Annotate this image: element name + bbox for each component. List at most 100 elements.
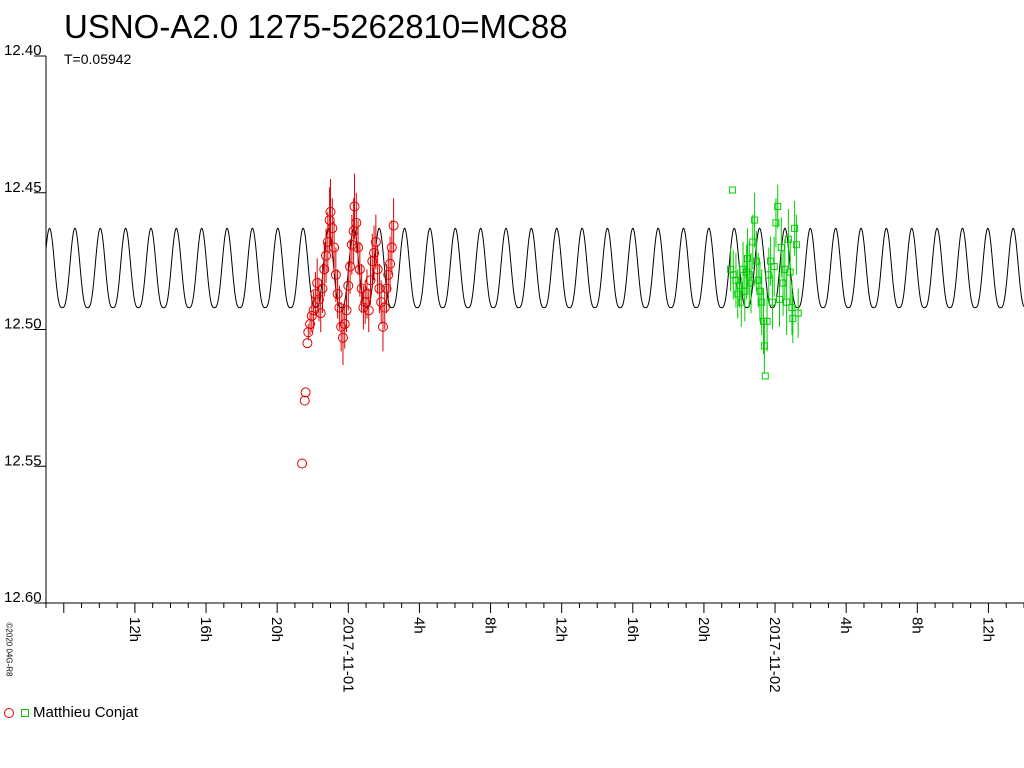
data-point-square — [765, 271, 773, 279]
x-tick-label: 8h — [482, 617, 499, 634]
data-point-square — [756, 287, 764, 295]
data-point-square — [735, 282, 743, 290]
data-point-circle — [374, 283, 385, 294]
model-curve-line — [45, 227, 1024, 309]
data-point-square — [752, 257, 760, 265]
data-point-circle — [303, 327, 314, 338]
data-point-circle — [372, 264, 383, 275]
x-tick-label: 20h — [268, 617, 285, 642]
data-point-circle — [322, 236, 333, 247]
x-tick-label: 16h — [197, 617, 214, 642]
data-point-circle — [308, 305, 319, 316]
data-point-circle — [334, 302, 345, 313]
data-point-circle — [312, 278, 323, 289]
data-point-square — [794, 309, 802, 317]
data-point-square — [741, 287, 749, 295]
data-point-circle — [381, 283, 392, 294]
data-point-square — [728, 186, 736, 194]
data-point-circle — [351, 217, 362, 228]
x-tick-label: 12h — [979, 617, 996, 642]
x-tick-label: 8h — [908, 617, 925, 634]
data-point-square — [784, 235, 792, 243]
chart-subtitle: T=0.05942 — [64, 51, 132, 67]
data-point-circle — [353, 242, 364, 253]
data-point-circle — [356, 283, 367, 294]
chart-title: USNO-A2.0 1275-5262810=MC88 — [64, 8, 568, 45]
data-point-circle — [365, 275, 376, 286]
data-point-circle — [329, 242, 340, 253]
x-tick-label: 4h — [410, 617, 427, 634]
data-point-circle — [310, 288, 321, 299]
data-point-square — [747, 279, 755, 287]
data-point-square — [737, 298, 745, 306]
model-curve — [45, 227, 1024, 309]
data-point-circle — [299, 395, 310, 406]
data-point-circle — [354, 264, 365, 275]
data-point-circle — [317, 283, 328, 294]
data-point-square — [768, 298, 776, 306]
x-tick-label: 12h — [126, 617, 143, 642]
data-point-square — [734, 290, 742, 298]
x-tick-label: 2017-11-02 — [766, 617, 783, 693]
copyright-note: ©2020 04G-R8 — [4, 622, 14, 677]
data-point-circle — [346, 239, 357, 250]
data-point-circle — [315, 308, 326, 319]
axes: 12.40 12.45 12.50 12.55 12.60 12h 16h 20h 2017-1… — [4, 42, 1024, 693]
data-point-circle — [370, 236, 381, 247]
data-point-circle — [383, 269, 394, 280]
data-point-circle — [363, 305, 374, 316]
data-point-square — [777, 243, 785, 251]
data-point-circle — [327, 223, 338, 234]
data-point-square — [763, 317, 771, 325]
data-point-circle — [360, 297, 371, 308]
data-point-circle — [377, 321, 388, 332]
y-tick-label: 12.40 — [4, 42, 42, 59]
data-point-square — [791, 224, 799, 232]
data-point-square — [786, 268, 794, 276]
y-tick-label: 12.50 — [4, 316, 42, 333]
data-point-circle — [325, 206, 336, 217]
y-tick-label: 12.55 — [4, 452, 42, 469]
data-point-circle — [385, 258, 396, 269]
data-point-square — [745, 271, 753, 279]
data-point-circle — [330, 269, 341, 280]
data-point-circle — [349, 201, 360, 212]
data-point-square — [732, 276, 740, 284]
data-point-circle — [376, 297, 387, 308]
data-point-square — [749, 238, 757, 246]
data-point-square — [783, 298, 791, 306]
x-tick-label: 4h — [837, 617, 854, 634]
legend-label: Matthieu Conjat — [33, 704, 139, 721]
x-tick-label: 2017-11-01 — [339, 617, 356, 693]
data-point-square — [761, 372, 769, 380]
data-point-circle — [361, 288, 372, 299]
y-tick-label: 12.45 — [4, 179, 42, 196]
y-tick-label: 12.60 — [4, 589, 42, 606]
x-tick-label: 12h — [553, 617, 570, 642]
data-point-square — [789, 315, 797, 323]
data-point-square — [792, 241, 800, 249]
legend-marker-circle — [4, 707, 14, 718]
data-point-circle — [321, 250, 332, 261]
data-point-circle — [339, 319, 350, 330]
data-point-circle — [341, 305, 352, 316]
data-point-square — [767, 257, 775, 265]
data-point-circle — [388, 220, 399, 231]
data-point-square — [760, 342, 768, 350]
data-point-circle — [336, 321, 347, 332]
data-point-circle — [305, 319, 316, 330]
data-point-square — [759, 317, 767, 325]
legend-marker-square — [21, 708, 29, 717]
x-tick-label: 20h — [695, 617, 712, 642]
data-point-circle — [343, 280, 354, 291]
data-point-square — [758, 298, 766, 306]
data-point-circle — [358, 302, 369, 313]
data-point-square — [779, 279, 787, 287]
legend: Matthieu Conjat — [4, 704, 138, 721]
data-point-circle — [345, 261, 356, 272]
data-point-circle — [369, 247, 380, 258]
data-point-square — [788, 304, 796, 312]
data-point-circle — [319, 264, 330, 275]
data-point-circle — [332, 288, 343, 299]
